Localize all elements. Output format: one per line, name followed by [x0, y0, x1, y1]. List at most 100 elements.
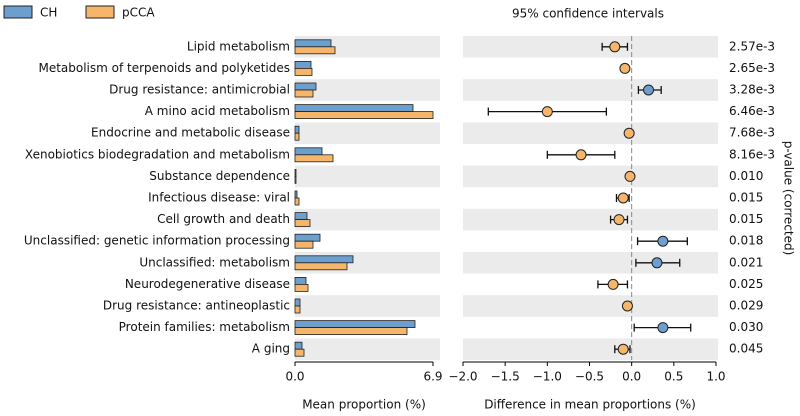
p-value-label: 8.16e-3 — [729, 147, 775, 161]
bar — [294, 147, 323, 156]
legend-swatch — [3, 5, 33, 19]
bar — [294, 348, 305, 357]
point — [623, 127, 635, 139]
bar — [294, 61, 312, 69]
row-stripe — [295, 122, 440, 144]
row-stripe — [463, 165, 718, 188]
bar — [294, 154, 334, 163]
p-value-label: 2.65e-3 — [729, 61, 775, 75]
bar — [294, 240, 314, 249]
bar — [294, 320, 416, 329]
x-tick-label: 0.0 — [622, 370, 641, 384]
y2-axis-label: p-value (corrected) — [782, 141, 796, 256]
legend-swatch — [85, 5, 115, 19]
y-tick-label: Drug resistance: antimicrobial — [109, 83, 290, 97]
x-tick-label: 1.0 — [706, 370, 725, 384]
p-value-label: 0.018 — [729, 234, 763, 248]
point — [619, 62, 631, 74]
p-value-label: 7.68e-3 — [729, 126, 775, 140]
point — [651, 257, 663, 269]
bar — [294, 298, 301, 307]
point — [621, 300, 633, 312]
point — [657, 235, 669, 247]
p-value-label: 0.045 — [729, 342, 763, 356]
row-stripe — [295, 338, 440, 360]
y-tick-label: Metabolism of terpenoids and polyketides — [38, 61, 290, 75]
p-value-label: 0.030 — [729, 320, 763, 334]
bar — [294, 327, 408, 336]
p-value-label: 2.57e-3 — [729, 39, 775, 53]
bar — [294, 104, 414, 112]
legend-label: pCCA — [122, 6, 155, 20]
row-stripe — [463, 252, 718, 274]
p-value-label: 0.015 — [729, 212, 763, 226]
p-value-label: 0.021 — [729, 255, 763, 269]
y-tick-label: Substance dependence — [149, 169, 290, 183]
row-stripe — [463, 79, 718, 101]
y-tick-label: Endocrine and metabolic disease — [91, 126, 290, 140]
y-tick-label: Neurodegenerative disease — [125, 277, 290, 291]
y-tick-label: Cell growth and death — [157, 212, 290, 226]
bar — [294, 341, 303, 350]
x-tick-label: 0.0 — [285, 370, 304, 384]
x-tick-label: −1.0 — [533, 370, 562, 384]
row-stripe — [295, 295, 440, 317]
bar — [294, 68, 313, 76]
point — [643, 84, 655, 96]
bar — [294, 89, 314, 98]
y-tick-label: Lipid metabolism — [187, 39, 290, 53]
bar — [294, 262, 348, 271]
p-value-label: 0.010 — [729, 169, 763, 183]
bar — [294, 219, 311, 228]
x-tick-label: −0.5 — [575, 370, 604, 384]
row-stripe — [463, 36, 718, 58]
bar — [294, 190, 298, 199]
p-value-label: 0.015 — [729, 191, 763, 205]
bar — [294, 132, 300, 141]
point — [613, 214, 625, 226]
row-stripe — [463, 208, 718, 231]
point — [607, 278, 619, 290]
x-tick-label: 6.9 — [423, 370, 442, 384]
bar — [294, 197, 300, 206]
point — [617, 192, 629, 204]
bar — [294, 168, 297, 177]
point — [541, 106, 553, 118]
bar — [294, 276, 307, 285]
bar — [294, 125, 300, 134]
x-tick-label: 0.5 — [664, 370, 683, 384]
bar — [294, 283, 309, 292]
bar — [294, 255, 354, 264]
x-axis-label: Difference in mean proportions (%) — [484, 398, 696, 412]
y-tick-label: Unclassified: metabolism — [139, 255, 290, 269]
x-tick-label: −2.0 — [448, 370, 477, 384]
bar — [294, 46, 336, 55]
row-stripe — [295, 208, 440, 231]
legend-label: CH — [40, 6, 57, 20]
y-tick-label: Infectious disease: viral — [148, 191, 290, 205]
x-tick-label: −1.5 — [491, 370, 520, 384]
y-tick-label: Unclassified: genetic information proces… — [24, 234, 290, 248]
bar — [294, 82, 317, 91]
bar — [294, 305, 301, 314]
row-stripe — [463, 295, 718, 317]
point — [575, 149, 587, 161]
point — [624, 170, 636, 182]
p-value-label: 3.28e-3 — [729, 83, 775, 97]
bar — [294, 175, 297, 184]
y-tick-label: Drug resistance: antineoplastic — [103, 299, 290, 313]
x-axis-label: Mean proportion (%) — [302, 398, 426, 412]
point — [609, 41, 621, 53]
row-stripe — [295, 165, 440, 188]
point — [657, 322, 669, 334]
bar — [294, 212, 308, 221]
point — [617, 343, 629, 355]
row-stripe — [463, 122, 718, 144]
bar — [294, 39, 332, 48]
p-value-label: 0.025 — [729, 277, 763, 291]
row-stripe — [295, 79, 440, 101]
p-value-label: 6.46e-3 — [729, 104, 775, 118]
y-tick-label: Protein families: metabolism — [119, 320, 290, 334]
row-stripe — [463, 338, 718, 360]
